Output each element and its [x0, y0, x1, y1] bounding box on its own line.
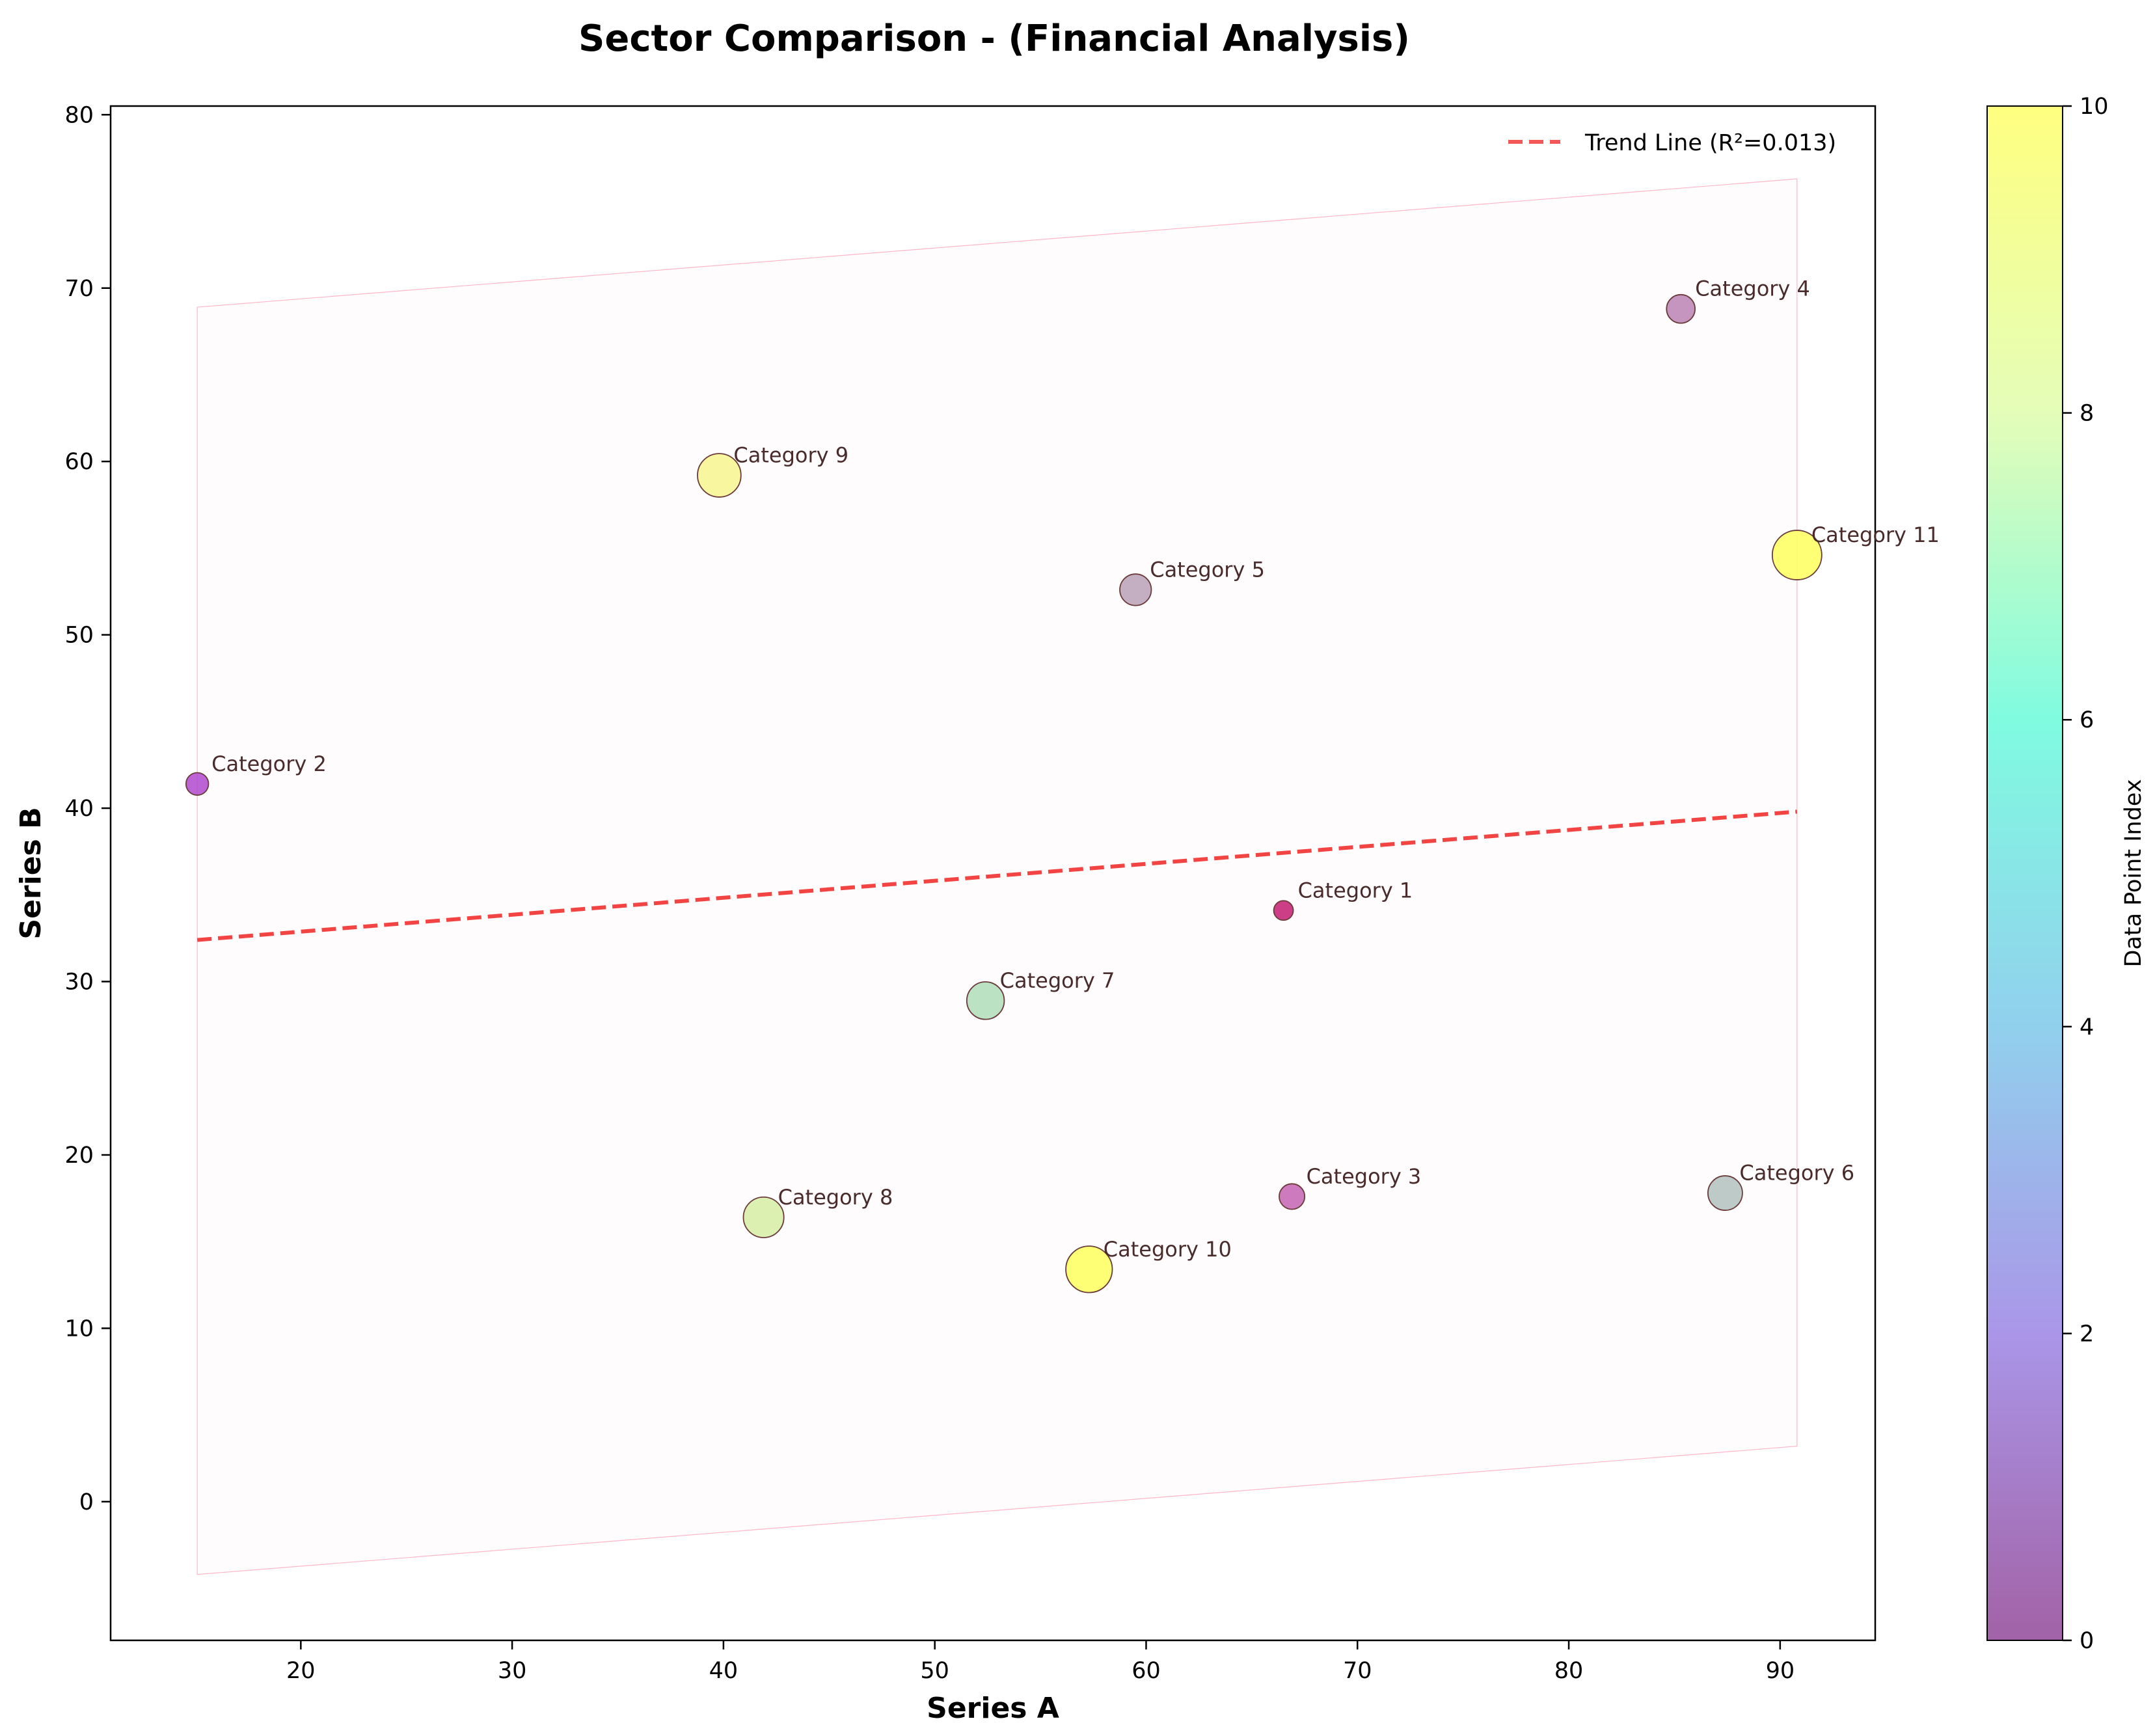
point-label: Category 3: [1307, 1164, 1422, 1189]
y-tick-label: 70: [64, 276, 94, 302]
x-tick-label: 60: [1132, 1658, 1161, 1684]
colorbar-tick-label: 10: [2080, 94, 2109, 120]
x-axis-label: Series A: [927, 1692, 1059, 1725]
point-label: Category 11: [1811, 522, 1940, 547]
scatter-point: [1273, 900, 1294, 921]
plot-frame: [109, 105, 1877, 1642]
colorbar-tick-label: 4: [2080, 1014, 2094, 1040]
plot-area: Category 1 Category 2 Category 3 Category 4…: [109, 105, 1940, 1642]
x-tick-label: 20: [286, 1658, 316, 1684]
y-tick-label: 80: [64, 102, 94, 128]
point-label: Category 1: [1298, 878, 1413, 902]
point-label: Category 7: [1000, 968, 1115, 993]
colorbar-tick-label: 0: [2080, 1628, 2094, 1654]
y-axis: 0 10 20 30 40 50 60 70 80: [64, 102, 111, 1515]
y-tick-label: 0: [79, 1489, 94, 1515]
scatter-point: [185, 772, 210, 796]
colorbar-tick-label: 6: [2080, 707, 2094, 733]
point-label: Category 6: [1739, 1161, 1854, 1186]
y-tick-label: 30: [64, 970, 94, 996]
x-tick-label: 80: [1554, 1658, 1584, 1684]
point-label: Category 2: [211, 752, 327, 776]
legend-trend-label: Trend Line (R²=0.013): [1584, 130, 1836, 156]
y-tick-label: 60: [64, 449, 94, 475]
y-tick-label: 50: [64, 623, 94, 649]
scatter-point: [1065, 1245, 1113, 1294]
colorbar-tick-label: 2: [2080, 1321, 2094, 1347]
x-tick-label: 30: [498, 1658, 527, 1684]
point-label: Category 8: [778, 1185, 893, 1210]
scatter-point: [966, 981, 1005, 1020]
x-tick-label: 90: [1766, 1658, 1795, 1684]
scatter-point: [697, 453, 742, 498]
colorbar-tick-label: 8: [2080, 401, 2094, 427]
scatter-point: [742, 1196, 785, 1238]
chart-title: Sector Comparison - (Financial Analysis): [578, 18, 1410, 60]
colorbar-gradient: [1986, 105, 2063, 1641]
scatter-point: [1279, 1183, 1306, 1210]
point-label: Category 10: [1104, 1237, 1232, 1262]
y-tick-label: 20: [64, 1143, 94, 1169]
trend-line: [197, 809, 1798, 942]
scatter-point: [1666, 293, 1696, 324]
colorbar-label: Data Point Index: [2121, 779, 2147, 967]
point-label: Category 9: [733, 443, 848, 468]
x-tick-label: 40: [709, 1658, 739, 1684]
x-tick-label: 70: [1343, 1658, 1372, 1684]
scatter-point: [1771, 530, 1823, 580]
scatter-point: [1119, 573, 1152, 606]
x-axis: 20 30 40 50 60 70 80 90: [286, 1640, 1795, 1684]
scatter-point: [1707, 1175, 1743, 1211]
y-tick-label: 10: [64, 1316, 94, 1342]
y-tick-label: 40: [64, 796, 94, 822]
x-tick-label: 50: [920, 1658, 949, 1684]
legend: Trend Line (R²=0.013): [1508, 130, 1836, 156]
point-label: Category 4: [1695, 277, 1810, 301]
y-axis-label: Series B: [14, 807, 47, 939]
point-label: Category 5: [1150, 557, 1265, 582]
colorbar: 0 2 4 6 8 10 Data Point Index: [1986, 94, 2147, 1654]
